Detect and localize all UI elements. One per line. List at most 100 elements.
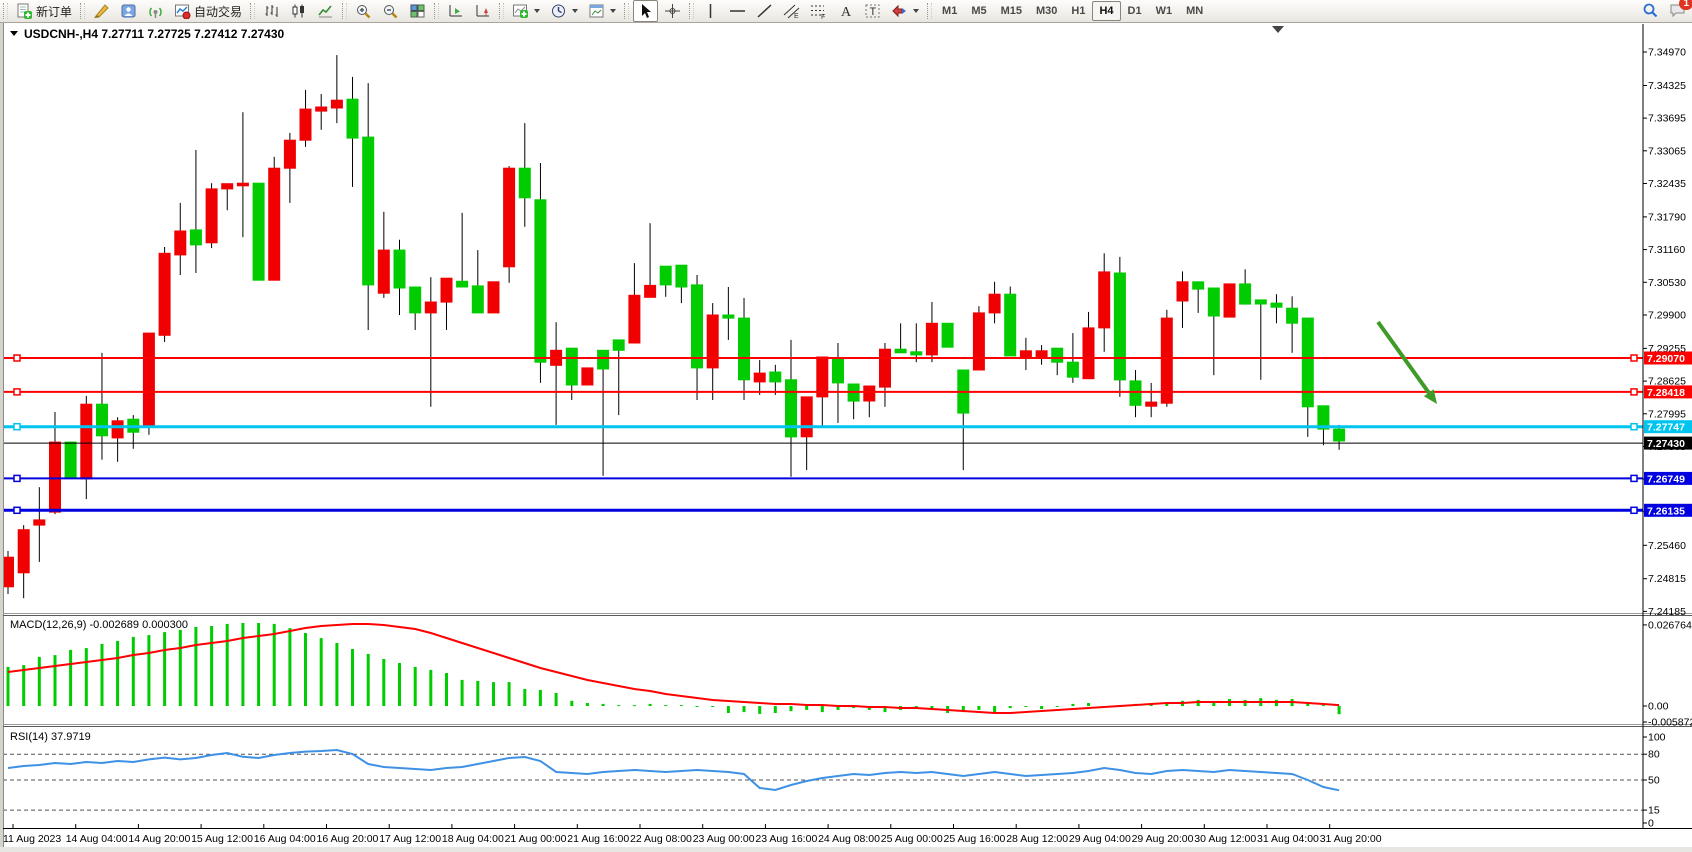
timeframe-h1[interactable]: H1 [1071,5,1086,17]
candle [1019,350,1032,358]
candle [503,167,516,268]
chart-shift-button[interactable] [470,0,495,22]
autotrading-icon [174,3,191,19]
chart-shift-marker-icon[interactable] [1272,26,1284,33]
bar-chart-button[interactable] [259,0,284,22]
auto-scroll-button[interactable] [443,0,468,22]
price-axis[interactable]: 7.34970 7.34325 7.33695 7.33065 7.32435 7.317… [0,22,1692,852]
price-tick-label: 7.34325 [1648,80,1686,92]
macd-histogram-bar [476,680,480,706]
timeframe-d1[interactable]: D1 [1127,5,1142,17]
hline-handle[interactable] [1630,422,1638,431]
chevron-down-icon[interactable] [610,9,617,13]
hline-handle[interactable] [1630,354,1638,362]
chat-button[interactable]: 1 [1669,0,1692,21]
toolbar-separator [80,3,86,19]
arrow-shaft[interactable] [1376,320,1431,395]
indicators-button[interactable] [508,0,544,22]
macd-histogram-bar [225,623,229,706]
price-line-label: 7.27747 [1644,420,1692,434]
search-button[interactable] [1642,2,1659,21]
chevron-down-icon[interactable] [572,9,579,13]
timeframe-h4[interactable]: H4 [1092,1,1121,21]
hline-handle[interactable] [13,354,21,362]
price-tick-label: 7.28625 [1648,376,1686,388]
zoom-out-button[interactable] [378,0,403,22]
price-label-bg [1644,420,1692,434]
signals-button[interactable] [143,0,168,22]
crosshair-button[interactable] [660,0,685,22]
candlestick-chart-button[interactable] [286,0,311,22]
fibonacci-button[interactable]: F [806,0,831,22]
toolbar-separator [342,3,348,19]
toolbar-group [442,0,496,22]
candle [440,277,453,303]
macd-histogram-bar [1040,706,1044,709]
zoom-in-button[interactable] [351,0,376,22]
line-chart-button[interactable] [313,0,338,22]
hline-7.29070[interactable] [3,354,1643,362]
channel-button[interactable]: E [779,0,804,22]
chevron-down-icon[interactable] [913,9,920,13]
candle [1301,317,1314,408]
label-button[interactable]: T [860,0,885,22]
periods-button[interactable] [546,0,582,22]
down-arrow-object[interactable] [1376,320,1437,404]
cursor-button[interactable] [633,0,659,22]
timeframe-m1[interactable]: M1 [942,5,958,17]
trendline-button[interactable] [752,0,777,22]
text-button[interactable]: A [833,0,858,22]
macd-pane[interactable]: MACD(12,26,9) -0.002689 0.000300 [6,619,1341,715]
timeframe-w1[interactable]: W1 [1155,5,1173,17]
vertical-line-button[interactable] [698,0,723,22]
templates-icon [588,3,605,19]
templates-button[interactable] [584,0,620,22]
timeframe-m30[interactable]: M30 [1036,5,1058,17]
hline-7.28418[interactable] [3,388,1643,396]
hline-handle[interactable] [13,388,21,396]
shapes-button[interactable] [887,0,923,22]
toolbar-separator [499,3,505,19]
hline-7.26135[interactable] [3,506,1643,515]
metaeditor-button[interactable] [89,0,114,22]
timeframe-m15[interactable]: M15 [1000,5,1022,17]
time-tick-label: 11 Aug 2023 [3,833,61,845]
timeframe-m5[interactable]: M5 [971,5,987,17]
macd-histogram-bar [930,706,934,709]
hline-handle[interactable] [1630,506,1638,515]
macd-histogram-bar [789,706,793,712]
macd-histogram-bar [241,623,245,706]
toolbar-group [632,0,686,22]
new-order-button[interactable]: 新订单 [12,0,76,22]
time-tick-label: 28 Aug 12:00 [1006,833,1068,845]
tile-windows-button[interactable] [405,0,430,22]
symbol-dropdown-icon[interactable] [10,31,18,36]
autotrading-button[interactable]: 自动交易 [170,0,246,22]
chart-shift-icon [474,3,491,19]
hline-handle[interactable] [1630,474,1638,483]
macd-histogram-bar [1165,702,1169,706]
candle [424,301,437,314]
rsi-pane[interactable]: RSI(14) 37.9719 [3,731,1643,811]
hline-7.27747[interactable] [3,422,1643,431]
candle [1333,428,1346,442]
candle [1098,271,1111,329]
hline-handle[interactable] [13,422,21,431]
price-tick-label: 7.29900 [1648,310,1686,322]
horizontal-line-button[interactable] [725,0,750,22]
chevron-down-icon[interactable] [534,9,541,13]
time-axis[interactable]: 11 Aug 2023 14 Aug 04:00 14 Aug 20:00 15 Au… [0,824,1692,852]
profile-button[interactable] [116,0,141,22]
hline-handle[interactable] [13,474,21,483]
candle [988,293,1001,314]
hline-handle[interactable] [13,506,21,515]
hline-handle[interactable] [1630,388,1638,396]
price-tick-label: 7.31790 [1648,211,1686,223]
hline-7.26749[interactable] [3,474,1643,483]
arrow-head[interactable] [1423,389,1437,404]
label-icon: T [864,3,881,19]
main-chart-pane[interactable] [2,55,1644,599]
timeframe-mn[interactable]: MN [1186,5,1204,17]
